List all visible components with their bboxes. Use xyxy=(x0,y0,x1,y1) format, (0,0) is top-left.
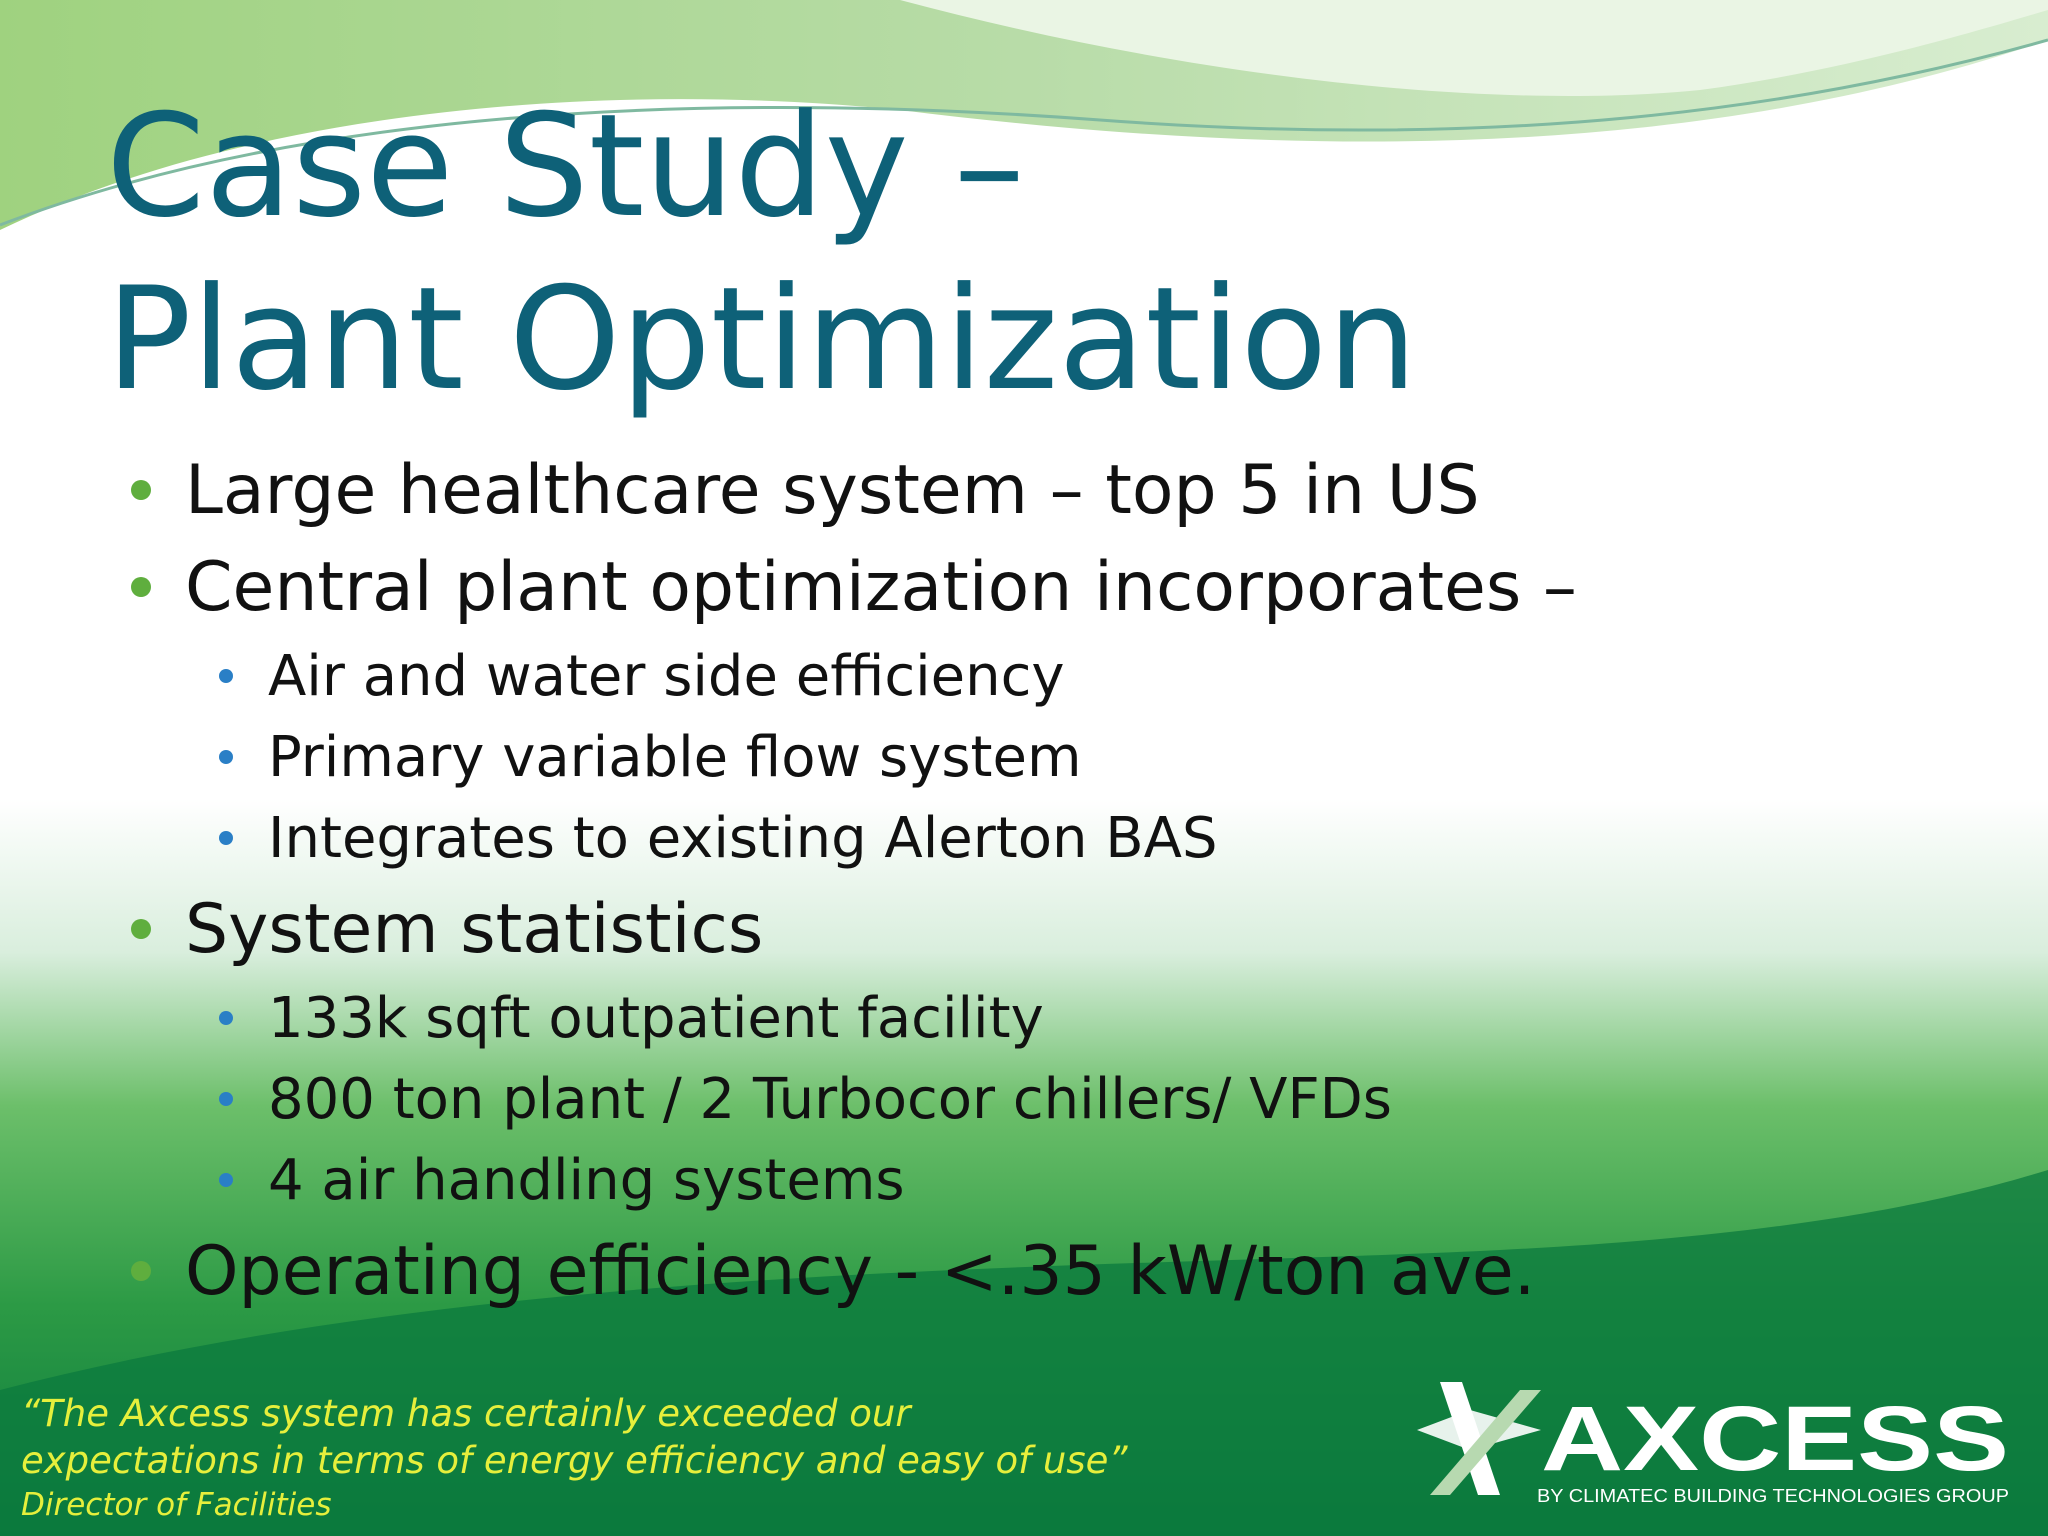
sub-bullet-dot xyxy=(219,1173,233,1187)
bullet-text: System statistics xyxy=(185,890,763,969)
quote: “The Axcess system has certainly exceede… xyxy=(21,1392,913,1435)
quote: expectations in terms of energy efficien… xyxy=(21,1439,1128,1482)
sub-bullet-text: 4 air handling systems xyxy=(268,1148,905,1213)
logo-name: AXCESS xyxy=(1541,1388,2009,1490)
logo-icon xyxy=(1417,1382,1541,1495)
bullet-dot xyxy=(131,480,151,500)
swoosh-line xyxy=(0,38,2048,227)
attribution: Director of Facilities xyxy=(21,1487,332,1523)
sub-bullet-text: Air and water side efficiency xyxy=(268,644,1065,709)
sub-bullet-text: 800 ton plant / 2 Turbocor chillers/ VFD… xyxy=(268,1067,1392,1132)
slide-title: Case Study – xyxy=(106,84,1025,249)
sub-bullet-dot xyxy=(219,831,233,845)
sub-bullet-dot xyxy=(219,1092,233,1106)
bullet-dot xyxy=(131,919,151,939)
bullet-text: Operating efficiency - <.35 kW/ton ave. xyxy=(185,1232,1535,1311)
bullet-text: Central plant optimization incorporates … xyxy=(185,548,1577,627)
bullet-dot xyxy=(131,577,151,597)
sub-bullet-text: Integrates to existing Alerton BAS xyxy=(268,806,1218,871)
bottom-swoosh xyxy=(0,1170,2048,1536)
sub-bullet-text: 133k sqft outpatient facility xyxy=(268,986,1044,1051)
logo-tagline: BY CLIMATEC BUILDING TECHNOLOGIES GROUP xyxy=(1537,1486,2009,1506)
sub-bullet-text: Primary variable flow system xyxy=(268,725,1082,790)
top-swoosh-light xyxy=(900,0,2048,96)
sub-bullet-dot xyxy=(219,1011,233,1025)
slide-title: Plant Optimization xyxy=(106,257,1417,422)
sub-bullet-dot xyxy=(219,669,233,683)
bullet-dot xyxy=(131,1261,151,1281)
bullet-text: Large healthcare system – top 5 in US xyxy=(185,451,1480,530)
sub-bullet-dot xyxy=(219,750,233,764)
